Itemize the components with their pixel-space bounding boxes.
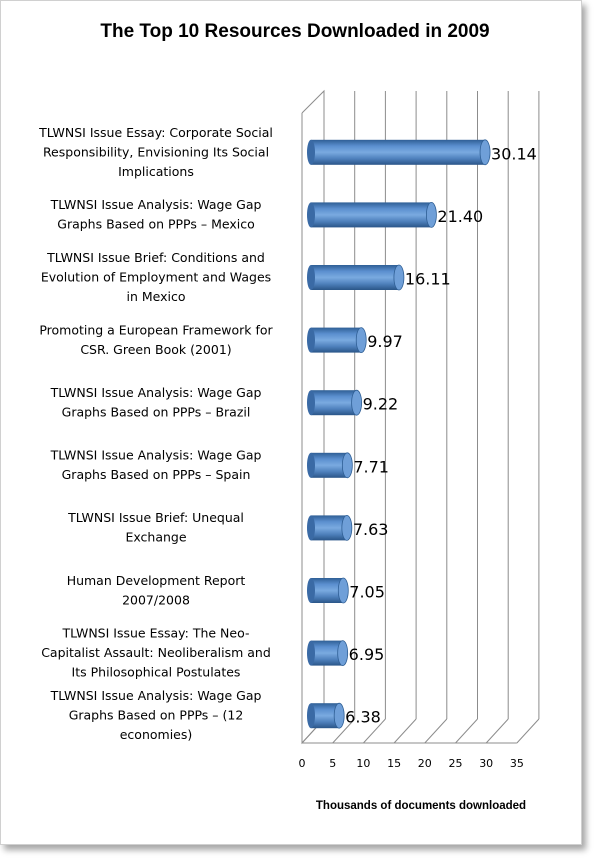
- bar: [307, 640, 349, 666]
- category-label: TLWNSI Issue Essay: The Neo-Capitalist A…: [41, 626, 271, 680]
- category-label: TLWNSI Issue Analysis: Wage Gap Graphs Ba…: [50, 197, 262, 232]
- bar: [307, 452, 353, 479]
- bar-end-cap: [355, 327, 367, 354]
- bar: [307, 327, 367, 354]
- category-label: Human Development Report 2007/2008: [67, 573, 246, 608]
- x-tick-label: 20: [418, 757, 432, 770]
- bar-end-cap: [425, 201, 437, 228]
- bar-body: [311, 390, 357, 416]
- floor-gridline: [332, 718, 356, 744]
- value-label: 16.11: [405, 270, 451, 289]
- bar-end-cap: [393, 264, 405, 291]
- bar-body: [311, 452, 348, 478]
- bar-start-cap: [307, 139, 315, 165]
- category-label: TLWNSI Issue Brief: Conditions and Evolut…: [41, 250, 271, 304]
- x-tick-label: 10: [356, 757, 370, 770]
- bar-start-cap: [307, 390, 315, 416]
- value-label: 21.40: [437, 207, 483, 226]
- category-label: TLWNSI Issue Analysis: Wage Gap Graphs Ba…: [50, 688, 262, 742]
- value-label: 6.38: [345, 708, 381, 727]
- bar-start-cap: [307, 515, 315, 541]
- value-label: 7.63: [353, 520, 389, 539]
- category-label: TLWNSI Issue Essay: Corporate Social Resp…: [38, 125, 273, 179]
- bar: [307, 515, 353, 541]
- x-tick-label: 25: [449, 757, 463, 770]
- bar-body: [311, 327, 362, 353]
- floor-gridline: [485, 718, 509, 744]
- bars: [307, 139, 491, 729]
- bar-end-cap: [337, 577, 349, 604]
- value-label: 9.97: [367, 332, 403, 351]
- bar: [307, 139, 491, 166]
- bar: [307, 577, 349, 604]
- bar-end-cap: [351, 389, 363, 416]
- x-tick-label: 5: [329, 757, 336, 770]
- floor-gridline: [363, 718, 386, 744]
- category-label: TLWNSI Issue Brief: Unequal Exchange: [67, 510, 244, 545]
- bar-start-cap: [307, 578, 315, 603]
- bar: [307, 389, 363, 416]
- bar-end-cap: [341, 515, 353, 541]
- chart-frame: The Top 10 Resources Downloaded in 2009 …: [0, 0, 582, 845]
- bar: [307, 201, 437, 228]
- floor-gridline: [516, 718, 540, 744]
- bar-end-cap: [479, 139, 491, 166]
- bar-start-cap: [307, 327, 315, 353]
- chart-title: The Top 10 Resources Downloaded in 2009: [100, 21, 489, 42]
- bar-end-cap: [337, 640, 349, 666]
- x-tick-label: 30: [479, 757, 493, 770]
- bar-start-cap: [307, 452, 315, 478]
- category-labels: 30.14 TLWNSI Issue Essay: Corporate Socia…: [38, 125, 537, 742]
- x-tick-label: 35: [510, 757, 524, 770]
- floor-gridline: [424, 718, 448, 744]
- bar-start-cap: [307, 265, 315, 290]
- category-label: TLWNSI Issue Analysis: Wage Gap Graphs Ba…: [50, 385, 262, 420]
- bar-body: [311, 515, 347, 541]
- category-label: TLWNSI Issue Analysis: Wage Gap Graphs Ba…: [50, 448, 262, 483]
- bar-start-cap: [307, 703, 315, 729]
- value-label: 7.05: [349, 583, 385, 602]
- bar-body: [311, 265, 399, 290]
- bar-start-cap: [307, 202, 315, 228]
- x-tick-label: 0: [299, 757, 306, 770]
- value-label: 7.71: [353, 457, 389, 476]
- bar-start-cap: [307, 640, 315, 666]
- category-label: Promoting a European Framework for CSR. G…: [39, 322, 273, 357]
- value-label: 30.14: [491, 144, 537, 163]
- bar-end-cap: [341, 452, 353, 479]
- bar: [307, 702, 345, 729]
- x-axis-title: Thousands of documents downloaded: [316, 800, 526, 812]
- floor-gridline: [455, 718, 478, 744]
- bar-body: [311, 202, 432, 228]
- bar-body: [311, 139, 486, 165]
- value-label: 9.22: [363, 395, 399, 414]
- x-tick-label: 15: [387, 757, 401, 770]
- x-axis-ticks: 0 5 10 15 20 25 30 35: [299, 757, 524, 770]
- value-label: 6.95: [349, 645, 385, 664]
- floor-gridline: [393, 718, 417, 744]
- bar: [307, 264, 405, 291]
- bar-end-cap: [333, 702, 345, 729]
